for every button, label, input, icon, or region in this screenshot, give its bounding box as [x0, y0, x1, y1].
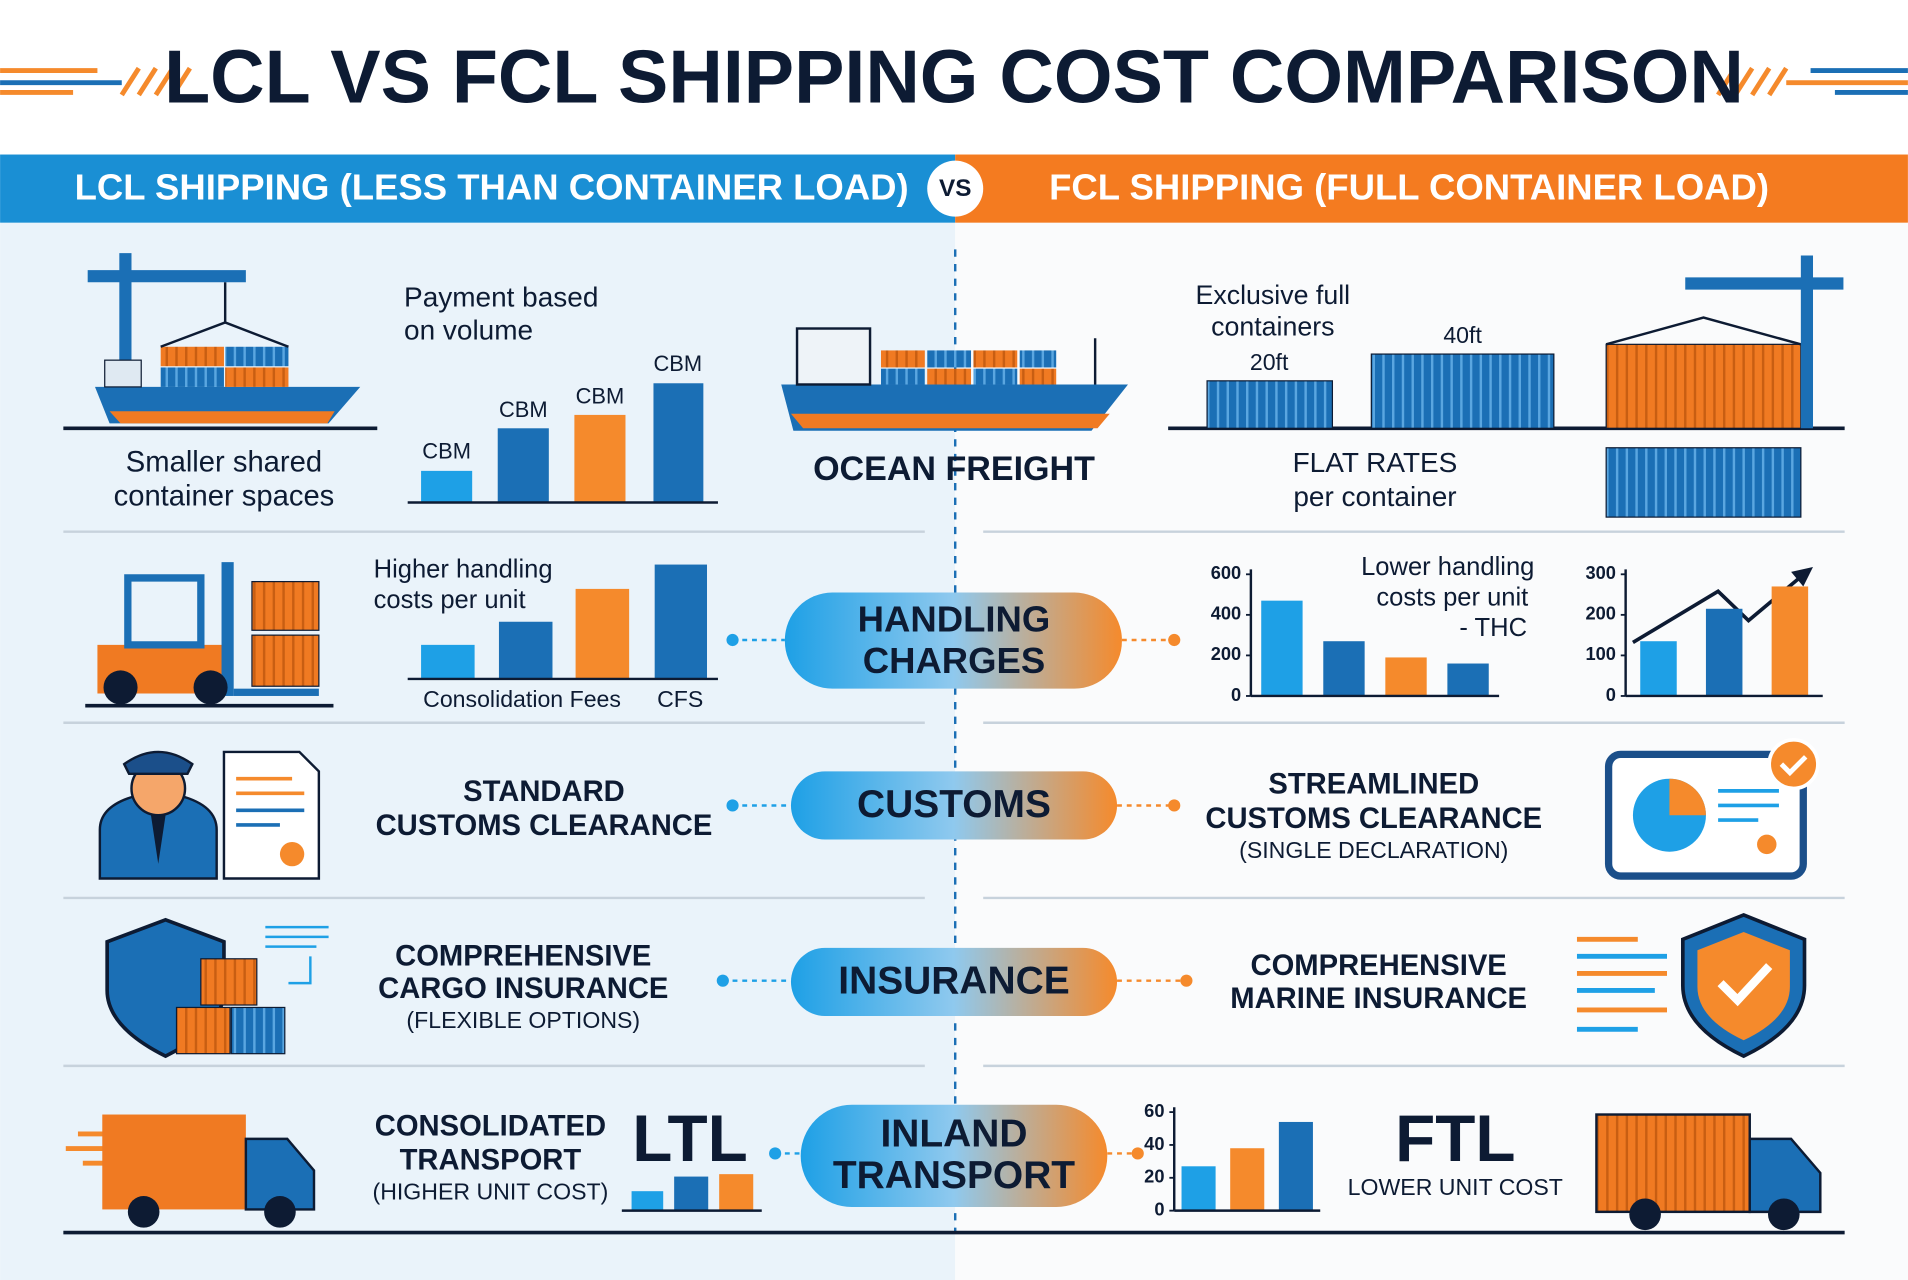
y-tick-label: 200 — [1211, 643, 1241, 664]
tablet-icon — [1604, 737, 1820, 880]
note: Exclusive full — [1195, 280, 1350, 310]
note: Payment based — [404, 282, 598, 313]
row-label: TRANSPORT — [833, 1154, 1075, 1197]
lcl-truck-icon — [65, 1114, 316, 1228]
bar-label: Consolidation Fees — [423, 686, 621, 712]
bar — [1705, 608, 1743, 696]
sub-caption: (SINGLE DECLARATION) — [1239, 837, 1508, 863]
caption: STREAMLINED — [1268, 769, 1479, 801]
bar — [1323, 641, 1365, 696]
lcl-shield-icon — [105, 917, 329, 1059]
size-label: 20ft — [1250, 349, 1289, 375]
bar-label: CBM — [422, 438, 471, 463]
y-tick-label: 600 — [1211, 562, 1241, 583]
note: - THC — [1459, 614, 1527, 642]
volume-bars — [407, 383, 718, 504]
caption: COMPREHENSIVE — [395, 940, 651, 972]
bar-label: CFS — [657, 686, 703, 712]
caption: FLAT RATES — [1293, 447, 1458, 478]
y-tick-label: 0 — [1154, 1198, 1164, 1219]
y-tick-label: 40 — [1144, 1133, 1164, 1154]
sub-caption: (FLEXIBLE OPTIONS) — [406, 1007, 640, 1033]
ltl-bars — [621, 1174, 762, 1212]
y-tick-label: 0 — [1231, 684, 1241, 705]
lcl-ship-icon — [63, 253, 378, 431]
title: LCL VS FCL SHIPPING COST COMPARISON — [164, 35, 1744, 119]
bar — [1181, 1166, 1216, 1211]
officer-icon — [98, 750, 321, 880]
note: Higher handling — [374, 555, 553, 583]
size-label: 40ft — [1443, 322, 1482, 348]
trend-arrowhead — [1791, 566, 1814, 587]
bar — [1278, 1121, 1313, 1211]
connector-dots — [716, 633, 1193, 1160]
y-tick-label: 0 — [1606, 684, 1616, 705]
caption: TRANSPORT — [400, 1145, 582, 1177]
note: Lower handling — [1361, 553, 1534, 581]
note: costs per unit — [374, 586, 526, 614]
note: costs per unit — [1376, 583, 1528, 611]
row-label: INLAND — [880, 1113, 1027, 1156]
sub-caption: (HIGHER UNIT COST) — [373, 1179, 609, 1205]
bar-label: CBM — [653, 351, 702, 376]
row-label: CUSTOMS — [857, 783, 1051, 826]
bar — [1771, 586, 1809, 696]
bar — [1385, 657, 1427, 696]
caption: CUSTOMS CLEARANCE — [1205, 803, 1542, 835]
y-tick-label: 60 — [1144, 1100, 1164, 1121]
note: on volume — [404, 315, 533, 346]
caption: CONSOLIDATED — [375, 1111, 606, 1143]
note: containers — [1211, 312, 1334, 342]
bar — [1447, 663, 1489, 696]
fcl-header: FCL SHIPPING (FULL CONTAINER LOAD) — [1049, 166, 1769, 207]
caption: per container — [1293, 481, 1456, 512]
caption: CUSTOMS CLEARANCE — [376, 810, 713, 842]
ocean-ship-icon — [781, 327, 1128, 431]
bar — [1640, 641, 1677, 696]
row-label: INSURANCE — [838, 959, 1069, 1002]
bar-label: CBM — [499, 397, 548, 422]
y-tick-label: 300 — [1585, 562, 1615, 583]
mode-label: LTL — [632, 1102, 748, 1175]
forklift-icon — [85, 562, 334, 708]
row-label: CHARGES — [863, 640, 1046, 681]
fcl-truck-icon — [1595, 1113, 1822, 1231]
mode-label: FTL — [1395, 1102, 1515, 1175]
sub-caption: LOWER UNIT COST — [1348, 1174, 1563, 1200]
fcl-container-icons — [1168, 255, 1845, 518]
bar — [1230, 1148, 1265, 1211]
caption: MARINE INSURANCE — [1230, 983, 1527, 1015]
row-label: OCEAN FREIGHT — [813, 450, 1095, 488]
fcl-shield-icon — [1576, 913, 1807, 1059]
bar — [1261, 600, 1303, 696]
vs: VS — [939, 175, 971, 202]
y-tick-label: 100 — [1585, 643, 1615, 664]
bar-label: CBM — [576, 384, 625, 409]
pills — [784, 592, 1122, 1207]
caption: COMPREHENSIVE — [1251, 950, 1507, 982]
caption: CARGO INSURANCE — [378, 973, 668, 1005]
caption: Smaller shared — [126, 446, 322, 478]
y-tick-label: 20 — [1144, 1166, 1164, 1187]
y-tick-label: 200 — [1585, 603, 1615, 624]
handling-bars — [407, 564, 718, 681]
caption: STANDARD — [463, 776, 625, 808]
y-tick-label: 400 — [1211, 603, 1241, 624]
lcl-header: LCL SHIPPING (LESS THAN CONTAINER LOAD) — [75, 166, 909, 207]
row-label: HANDLING — [858, 598, 1051, 639]
caption: container spaces — [114, 480, 335, 512]
